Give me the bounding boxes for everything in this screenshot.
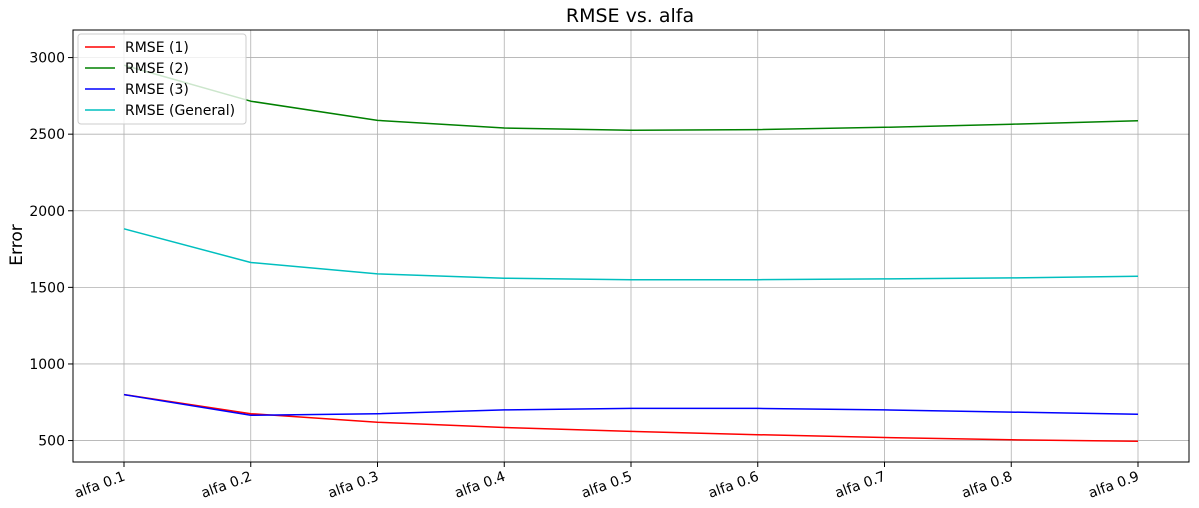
- legend-entry: RMSE (1): [125, 40, 189, 56]
- legend-entry: RMSE (3): [125, 82, 189, 98]
- y-tick-label: 500: [38, 434, 65, 450]
- x-tick-label: alfa 0.7: [833, 469, 888, 502]
- series-line-4: [123, 228, 1139, 281]
- y-tick-label: 1000: [29, 357, 65, 373]
- x-tick-label: alfa 0.1: [72, 469, 127, 502]
- legend: RMSE (1) RMSE (2) RMSE (3) RMSE (General): [77, 33, 247, 125]
- x-tick-label: alfa 0.2: [199, 469, 254, 502]
- series-lines: [123, 64, 1139, 443]
- x-tick-label: alfa 0.4: [453, 469, 508, 502]
- x-tick-label: alfa 0.6: [706, 469, 761, 502]
- series-line-1: [123, 393, 1139, 443]
- legend-entry: RMSE (2): [125, 61, 189, 77]
- x-tick-label: alfa 0.8: [960, 469, 1015, 502]
- x-tick-label: alfa 0.3: [326, 469, 381, 502]
- y-tick-label: 1500: [29, 280, 65, 296]
- y-tick-label: 2500: [29, 127, 65, 143]
- legend-entry: RMSE (General): [125, 103, 235, 119]
- chart-title: RMSE vs. alfa: [566, 5, 694, 27]
- y-tick-label: 3000: [29, 51, 65, 67]
- y-tick-label: 2000: [29, 204, 65, 220]
- x-tick-label: alfa 0.5: [579, 469, 634, 502]
- series-line-3: [123, 393, 1139, 417]
- x-tick-label: alfa 0.9: [1086, 469, 1141, 502]
- y-axis-label: Error: [7, 224, 27, 265]
- grid: [73, 30, 1189, 462]
- legend-box: [77, 33, 247, 125]
- series-line-2: [123, 64, 1139, 132]
